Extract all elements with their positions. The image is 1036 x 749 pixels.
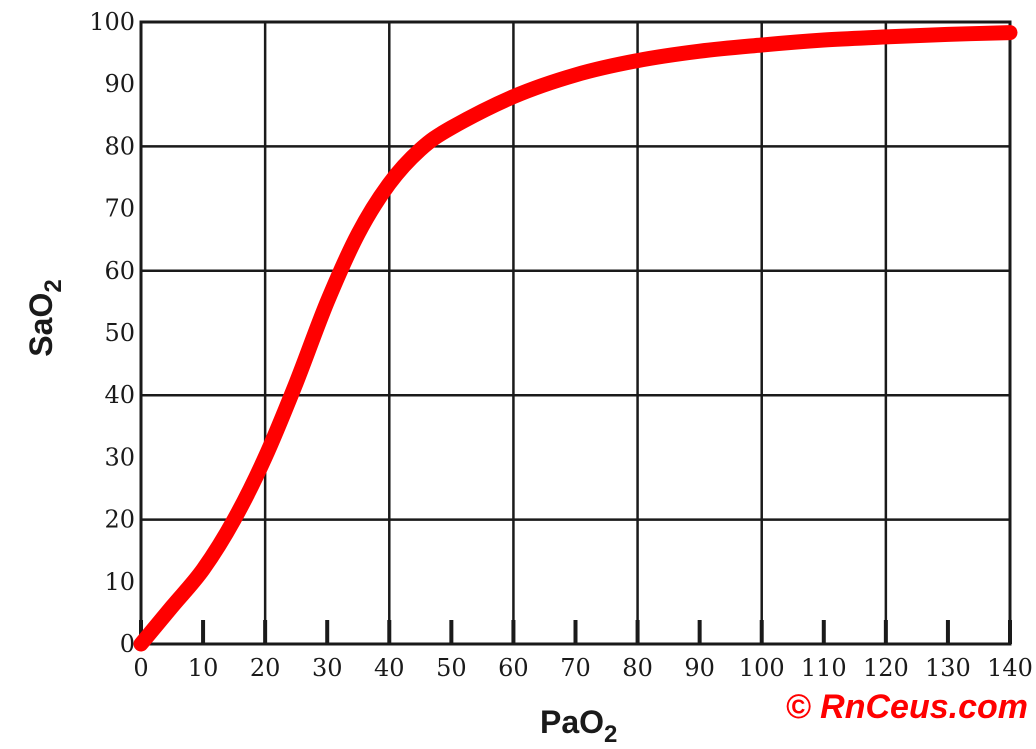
y-tick-label-60: 60: [104, 257, 135, 285]
y-tick-label-80: 80: [104, 132, 135, 160]
x-tick-label-30: 30: [312, 654, 343, 682]
y-tick-label-90: 90: [104, 70, 135, 98]
x-tick-labels: 0 10 20 30 40 50 60 70 80 90 100 110 120 130 140: [133, 654, 1033, 682]
x-tick-label-0: 0: [133, 654, 148, 682]
x-tick-label-100: 100: [739, 654, 785, 682]
y-axis-title: SaO2: [23, 279, 67, 356]
x-tick-label-70: 70: [560, 654, 591, 682]
y-tick-label-70: 70: [104, 195, 135, 223]
y-tick-label-40: 40: [104, 381, 135, 409]
x-tick-label-110: 110: [801, 654, 847, 682]
y-tick-label-50: 50: [104, 319, 135, 347]
saturation-curve: [133, 25, 1018, 652]
x-axis-title: PaO2: [540, 704, 617, 748]
y-tick-label-0: 0: [120, 630, 135, 658]
y-axis-title-sub: 2: [40, 279, 67, 292]
x-axis-title-sub: 2: [604, 721, 617, 748]
y-tick-label-10: 10: [104, 568, 135, 596]
x-axis-title-main: PaO: [540, 704, 604, 740]
x-tick-label-20: 20: [250, 654, 281, 682]
y-tick-labels: 0 10 20 30 40 50 60 70 80 90 100: [89, 8, 135, 658]
plot-frame: [139, 20, 1012, 646]
y-tick-label-20: 20: [104, 506, 135, 534]
x-tick-label-10: 10: [188, 654, 219, 682]
x-tick-label-50: 50: [436, 654, 467, 682]
x-tick-label-90: 90: [684, 654, 715, 682]
x-tick-label-120: 120: [863, 654, 909, 682]
y-tick-label-30: 30: [104, 443, 135, 471]
x-tick-label-80: 80: [622, 654, 653, 682]
watermark: © RnCeus.com: [786, 688, 1028, 726]
x-tick-label-60: 60: [498, 654, 529, 682]
plot-background: [141, 22, 1010, 644]
y-axis-title-main: SaO: [23, 293, 59, 357]
y-tick-label-100: 100: [89, 8, 135, 36]
x-tick-label-40: 40: [374, 654, 405, 682]
x-tick-label-130: 130: [925, 654, 971, 682]
x-tick-label-140: 140: [987, 654, 1033, 682]
